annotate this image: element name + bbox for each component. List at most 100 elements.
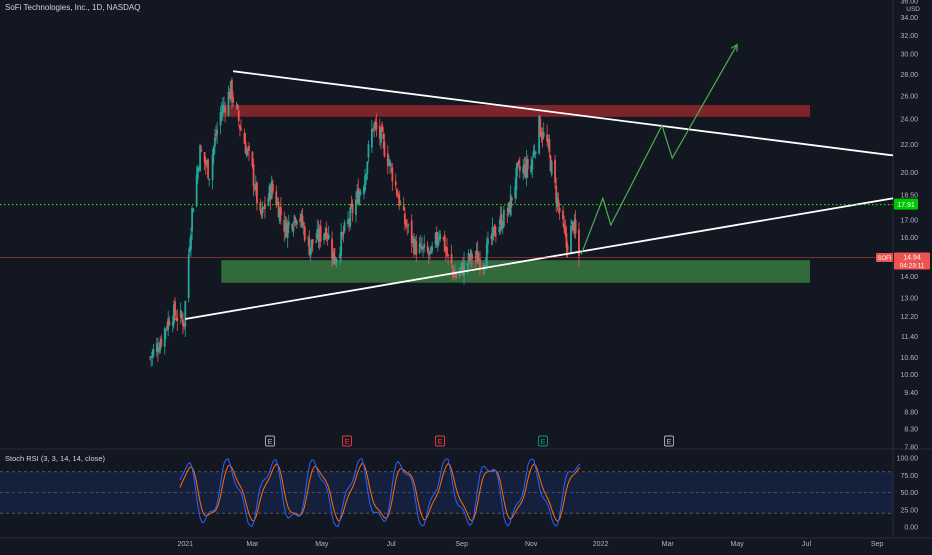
price-tick-label: 24.00: [900, 117, 918, 124]
time-tick-label: 2021: [177, 541, 193, 548]
candle-body: [160, 338, 163, 346]
candle-body: [423, 243, 426, 249]
candle-body: [541, 133, 544, 140]
price-tick-label: 8.30: [904, 426, 918, 433]
candle-body: [293, 215, 296, 223]
candle-body: [430, 246, 432, 254]
candle-body: [372, 129, 374, 131]
time-axis[interactable]: 2021 Mar May Jul Sep Nov 2022 Mar May Jul Sep: [177, 541, 883, 548]
candle-body: [295, 220, 298, 225]
candle-body: [195, 174, 198, 206]
candle-body: [333, 248, 336, 265]
candle-body: [232, 97, 234, 103]
candle-body: [482, 265, 485, 267]
candle-body: [184, 301, 187, 327]
candle-body: [414, 239, 417, 254]
candle-body: [231, 79, 233, 102]
candle-body: [339, 253, 341, 259]
candle-body: [268, 185, 271, 200]
price-tick-label: 10.00: [900, 372, 918, 379]
candle-body: [493, 224, 496, 237]
candle-body: [299, 218, 302, 222]
candle-body: [309, 247, 312, 257]
candle-body: [224, 106, 226, 113]
candle-body: [252, 164, 255, 187]
candle-body: [350, 203, 353, 207]
candle-body: [275, 191, 278, 206]
candle-body: [396, 188, 398, 196]
projection-arrowhead: [730, 43, 738, 52]
earnings-marker-label: E: [437, 437, 442, 446]
candle-body: [471, 254, 473, 260]
candle-body: [415, 241, 418, 255]
candle-body: [303, 226, 306, 241]
candle-body: [462, 264, 464, 276]
candle-body: [447, 254, 450, 256]
candle-body: [565, 233, 568, 248]
candle-body: [283, 219, 286, 232]
candle-body: [450, 254, 453, 264]
currency-label: USD: [906, 6, 920, 13]
candle-body: [317, 229, 320, 241]
candle-body: [421, 245, 423, 250]
candle-body: [182, 319, 184, 327]
candle-body: [507, 203, 510, 212]
candle-body: [444, 248, 447, 252]
candle-body: [477, 259, 480, 261]
candle-body: [192, 208, 195, 213]
earnings-marker-label: E: [267, 437, 272, 446]
candle-body: [562, 210, 564, 220]
earnings-marker[interactable]: E: [664, 435, 674, 447]
earnings-marker[interactable]: E: [538, 435, 548, 447]
candle-body: [373, 124, 376, 130]
earnings-marker-label: E: [540, 437, 545, 446]
candle-body: [347, 219, 349, 225]
candle-body: [269, 187, 272, 200]
candle-body: [310, 239, 313, 250]
level-badge-text: 17.91: [897, 202, 915, 209]
candle-body: [515, 167, 518, 190]
candle-body: [348, 221, 351, 223]
candle-body: [490, 235, 493, 239]
time-tick-label: Mar: [246, 541, 259, 548]
price-tick-label: 32.00: [900, 33, 918, 40]
candle-body: [539, 118, 542, 136]
candle-body: [494, 234, 497, 236]
candle-body: [155, 343, 158, 352]
candle-body: [276, 202, 279, 205]
price-tick-label: 34.00: [900, 15, 918, 22]
rsi-tick-label: 25.00: [900, 507, 918, 514]
ticker-badge: [876, 252, 893, 262]
candle-body: [356, 190, 358, 198]
candle-body: [166, 325, 168, 329]
candle-body: [238, 125, 241, 129]
candle-body: [223, 105, 225, 107]
earnings-marker[interactable]: E: [342, 435, 352, 447]
candle-body: [302, 226, 305, 227]
earnings-marker[interactable]: E: [265, 435, 275, 447]
candle-body: [341, 233, 344, 237]
earnings-marker-box: [342, 435, 352, 447]
candle-body: [364, 175, 366, 191]
candle-body: [340, 231, 343, 256]
candle-body: [157, 347, 159, 352]
candle-body: [570, 225, 572, 255]
candle-body: [207, 159, 209, 179]
candle-body: [556, 197, 559, 208]
candle-body: [205, 162, 208, 165]
candle-body: [533, 152, 536, 155]
candle-body: [549, 155, 552, 172]
candle-body: [327, 234, 330, 240]
price-tick-label: 18.50: [900, 193, 918, 200]
candle-body: [256, 182, 258, 204]
price-tick-label: 11.40: [901, 334, 918, 341]
candle-body: [578, 229, 580, 257]
rsi-tick-label: 0.00: [904, 525, 918, 532]
candle-body: [388, 162, 390, 166]
earnings-marker[interactable]: E: [435, 435, 445, 447]
candle-body: [427, 252, 430, 256]
